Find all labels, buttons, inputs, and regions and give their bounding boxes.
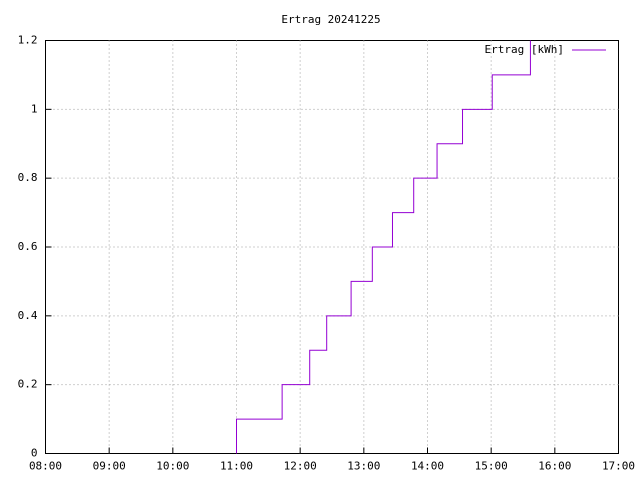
plot-frame [45,40,619,454]
x-tick-label: 08:00 [29,460,62,473]
x-tick-label: 13:00 [347,460,380,473]
x-tick-label: 12:00 [284,460,317,473]
x-tick-label: 17:00 [602,460,635,473]
x-tick-label: 15:00 [475,460,508,473]
x-tick-label: 11:00 [220,460,253,473]
y-tick-label: 1 [31,102,38,115]
chart-title: Ertrag 20241225 [281,13,380,26]
y-tick-label: 1.2 [18,34,38,47]
y-tick-label: 0.8 [18,171,38,184]
y-tick-label: 0.2 [18,378,38,391]
y-tick-label: 0.6 [18,240,38,253]
x-tick-label: 16:00 [538,460,571,473]
legend-label: Ertrag [kWh] [485,43,564,56]
x-tick-label: 09:00 [93,460,126,473]
step-line [236,40,531,454]
x-tick-label: 14:00 [411,460,444,473]
x-tick-label: 10:00 [156,460,189,473]
y-tick-label: 0.4 [18,309,38,322]
y-tick-label: 0 [31,447,38,460]
